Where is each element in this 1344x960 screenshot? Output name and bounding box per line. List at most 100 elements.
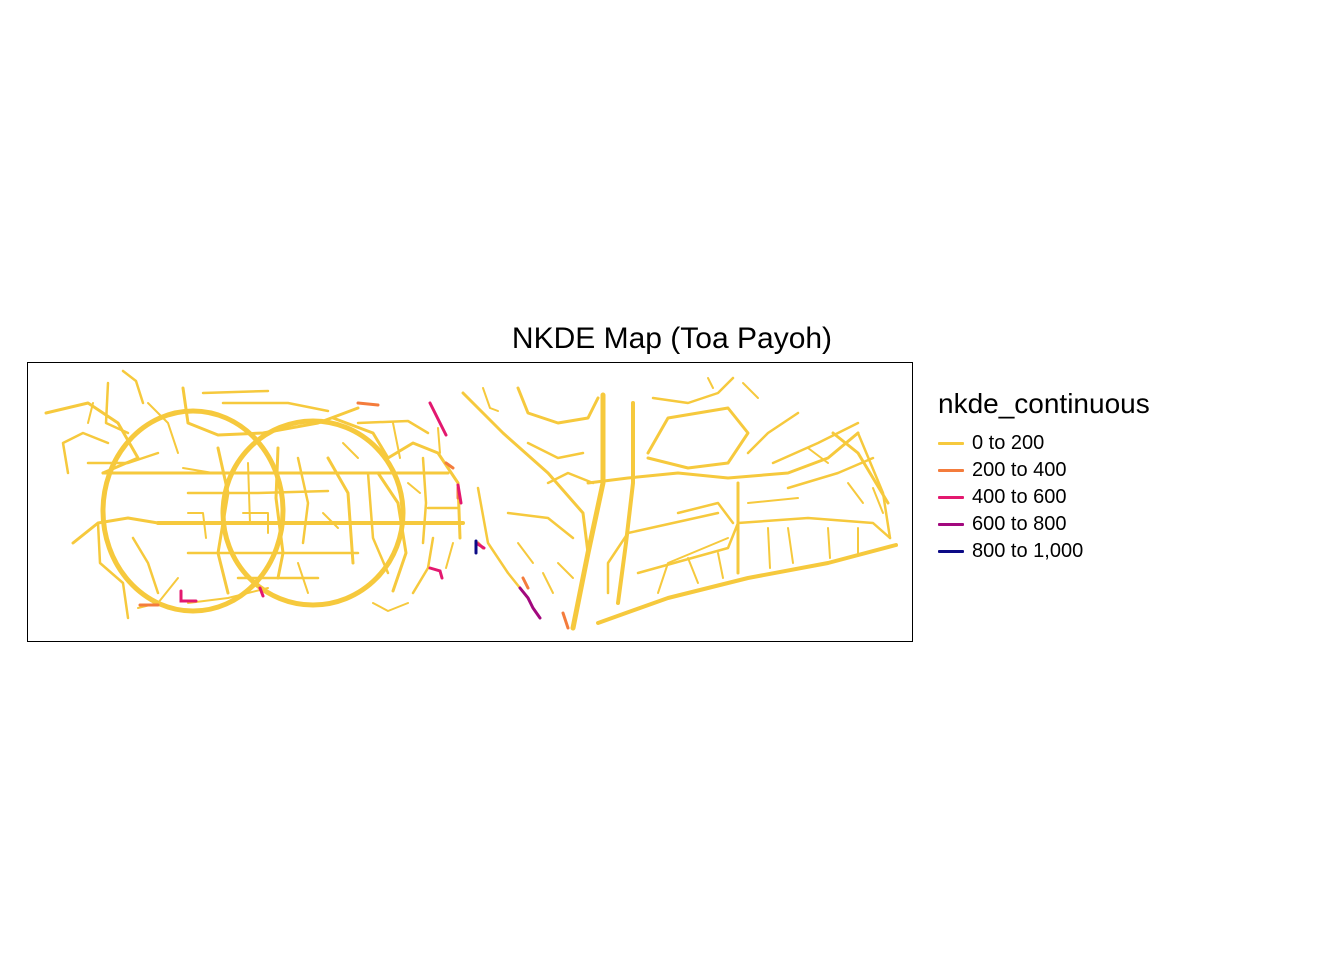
legend-swatch <box>938 469 964 472</box>
arterial-road <box>747 497 799 504</box>
legend-title: nkde_continuous <box>938 388 1150 419</box>
arterial-road <box>87 402 94 424</box>
arterial-road <box>767 527 771 569</box>
arterial-road <box>586 431 860 485</box>
arterial-road <box>86 451 160 465</box>
arterial-road <box>517 542 534 564</box>
road-segment <box>428 401 448 437</box>
arterial-road <box>326 456 355 565</box>
arterial-road <box>786 456 875 490</box>
arterial-road <box>506 511 575 540</box>
legend-swatch <box>938 550 964 553</box>
expressway <box>616 401 635 605</box>
legend-swatch <box>938 496 964 499</box>
road-segment <box>518 586 542 620</box>
arterial-road <box>331 416 462 540</box>
legend-items: 0 to 200 200 to 400 400 to 600 600 to 80… <box>938 430 1150 565</box>
arterial-road <box>297 562 309 594</box>
legend-item-400-to-600: 400 to 600 <box>938 484 1150 511</box>
arterial-road <box>807 447 829 464</box>
arterial-road <box>96 521 130 620</box>
arterial-road <box>71 516 160 545</box>
arterial-road <box>646 406 750 470</box>
arterial-road <box>392 422 401 459</box>
arterial-road <box>356 419 430 435</box>
legend-item-800-to-1000: 800 to 1,000 <box>938 538 1150 565</box>
arterial-road <box>657 537 729 594</box>
expressway <box>570 392 606 631</box>
road-segment <box>561 611 570 630</box>
arterial-road <box>526 441 585 460</box>
road-segment <box>444 461 455 470</box>
arterial-road <box>186 489 330 495</box>
arterial-road <box>296 456 310 545</box>
arterial-road <box>546 471 595 485</box>
arterial-road <box>542 572 554 594</box>
legend-swatch <box>938 523 964 526</box>
arterial-road <box>847 482 864 504</box>
arterial-road <box>201 389 270 395</box>
road-segment <box>521 576 530 590</box>
arterial-road <box>771 421 860 465</box>
arterial-road <box>187 587 269 604</box>
arterial-road <box>736 516 892 540</box>
arterial-road <box>596 543 898 625</box>
road-network-map[interactable] <box>28 363 912 641</box>
ring-road-inner <box>220 418 406 608</box>
arterial-road <box>827 527 831 559</box>
road-segment <box>428 566 444 580</box>
legend-swatch <box>938 442 964 445</box>
road-segment <box>356 401 380 407</box>
arterial-road <box>121 369 145 405</box>
arterial-road <box>856 431 892 540</box>
arterial-road <box>187 512 207 539</box>
arterial-road <box>61 431 110 475</box>
arterial-road <box>676 501 735 525</box>
arterial-road <box>482 387 499 412</box>
arterial-road <box>322 512 339 529</box>
arterial-road <box>181 386 360 437</box>
legend-label: 200 to 400 <box>972 459 1067 481</box>
arterial-road <box>516 386 600 425</box>
arterial-road <box>707 377 714 389</box>
arterial-road <box>366 471 390 575</box>
arterial-road <box>437 427 441 454</box>
roads-0-to-200 <box>44 369 898 631</box>
map-title: NKDE Map (Toa Payoh) <box>511 322 833 355</box>
arterial-road <box>636 521 740 575</box>
arterial-road <box>216 446 230 595</box>
arterial-road <box>445 542 454 569</box>
arterial-road <box>476 486 530 600</box>
legend-label: 600 to 800 <box>972 513 1067 535</box>
arterial-road <box>687 557 699 584</box>
arterial-road <box>831 431 890 505</box>
arterial-road <box>342 442 359 459</box>
legend-item-200-to-400: 200 to 400 <box>938 457 1150 484</box>
arterial-road <box>717 552 724 579</box>
legend-label: 400 to 600 <box>972 486 1067 508</box>
arterial-road <box>221 401 330 413</box>
arterial-road <box>606 511 720 595</box>
arterial-road <box>742 382 759 399</box>
arterial-road <box>557 562 574 579</box>
road-segment <box>456 483 463 505</box>
arterial-road <box>746 411 800 455</box>
arterial-road <box>242 512 269 534</box>
map-frame <box>27 362 913 642</box>
legend-label: 800 to 1,000 <box>972 540 1084 562</box>
legend-label: 0 to 200 <box>972 432 1045 454</box>
arterial-road <box>461 391 590 555</box>
ring-road-west <box>100 408 286 614</box>
arterial-road <box>421 456 428 545</box>
arterial-road <box>147 402 179 454</box>
road-segment <box>258 586 265 598</box>
arterial-road <box>182 467 214 474</box>
arterial-road <box>372 602 409 612</box>
roads-400-to-600 <box>179 401 486 603</box>
road-segment <box>179 589 198 603</box>
arterial-road <box>104 381 130 435</box>
arterial-road <box>872 487 884 514</box>
map-legend: nkde_continuous 0 to 200 200 to 400 400 … <box>938 388 1150 565</box>
arterial-road <box>376 471 408 593</box>
arterial-road <box>407 482 421 494</box>
